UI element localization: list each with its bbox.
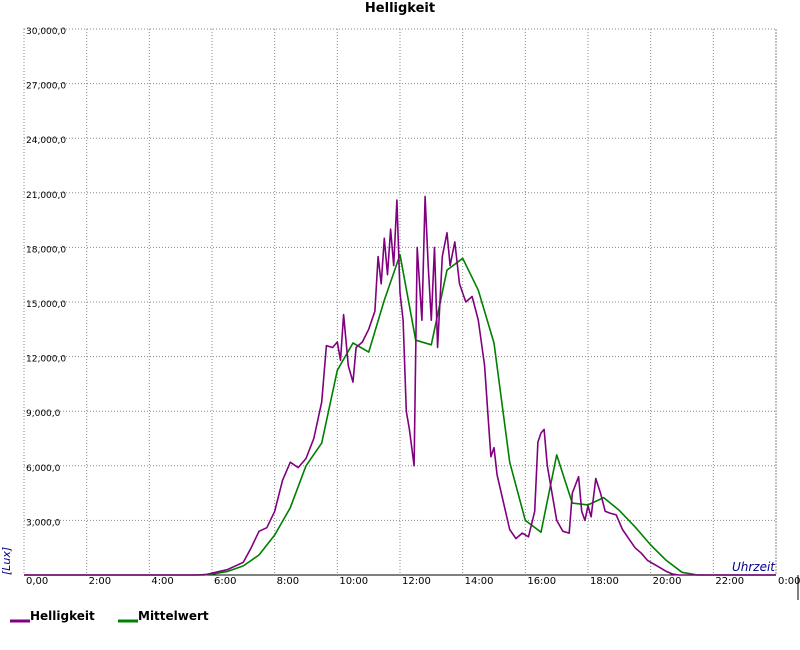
x-axis-label: Uhrzeit bbox=[732, 560, 776, 574]
y-tick-label: 18,000,0 bbox=[26, 245, 66, 255]
y-tick-label: 24,000,0 bbox=[26, 136, 66, 146]
x-tick-label: 10:00 bbox=[339, 576, 368, 587]
y-tick-label: 15,000,0 bbox=[26, 300, 66, 310]
y-tick-label: 21,000,0 bbox=[26, 191, 66, 201]
y-tick-label: 27,000,0 bbox=[26, 82, 66, 92]
x-tick-label: 6:00 bbox=[214, 576, 236, 587]
legend-label: Helligkeit bbox=[30, 609, 95, 623]
x-tick-label: 4:00 bbox=[151, 576, 173, 587]
y-tick-label: 12,000,0 bbox=[26, 355, 66, 365]
y-tick-label: 30,000,0 bbox=[26, 27, 66, 37]
data-line bbox=[24, 253, 776, 576]
x-tick-label: 16:00 bbox=[527, 576, 556, 587]
x-tick-label: 14:00 bbox=[465, 576, 494, 587]
y-axis-label: [Lux] bbox=[0, 547, 13, 575]
x-tick-label: 2:00 bbox=[89, 576, 111, 587]
x-tick-label: 8:00 bbox=[277, 576, 299, 587]
x-tick-label: 12:00 bbox=[402, 576, 431, 587]
x-tick-label: 18:00 bbox=[590, 576, 619, 587]
x-tick-label: 22:00 bbox=[715, 576, 744, 587]
y-tick-label: 3,000,0 bbox=[26, 518, 61, 528]
y-tick-label: 6,000,0 bbox=[26, 464, 61, 474]
data-line bbox=[24, 195, 776, 576]
x-tick-label: 0,00 bbox=[26, 576, 48, 587]
chart-title: Helligkeit bbox=[365, 1, 435, 16]
y-tick-label: 9,000,0 bbox=[26, 409, 61, 419]
x-tick-label: 0:00 bbox=[778, 576, 800, 587]
legend-label: Mittelwert bbox=[138, 609, 209, 623]
x-tick-label: 20:00 bbox=[653, 576, 682, 587]
